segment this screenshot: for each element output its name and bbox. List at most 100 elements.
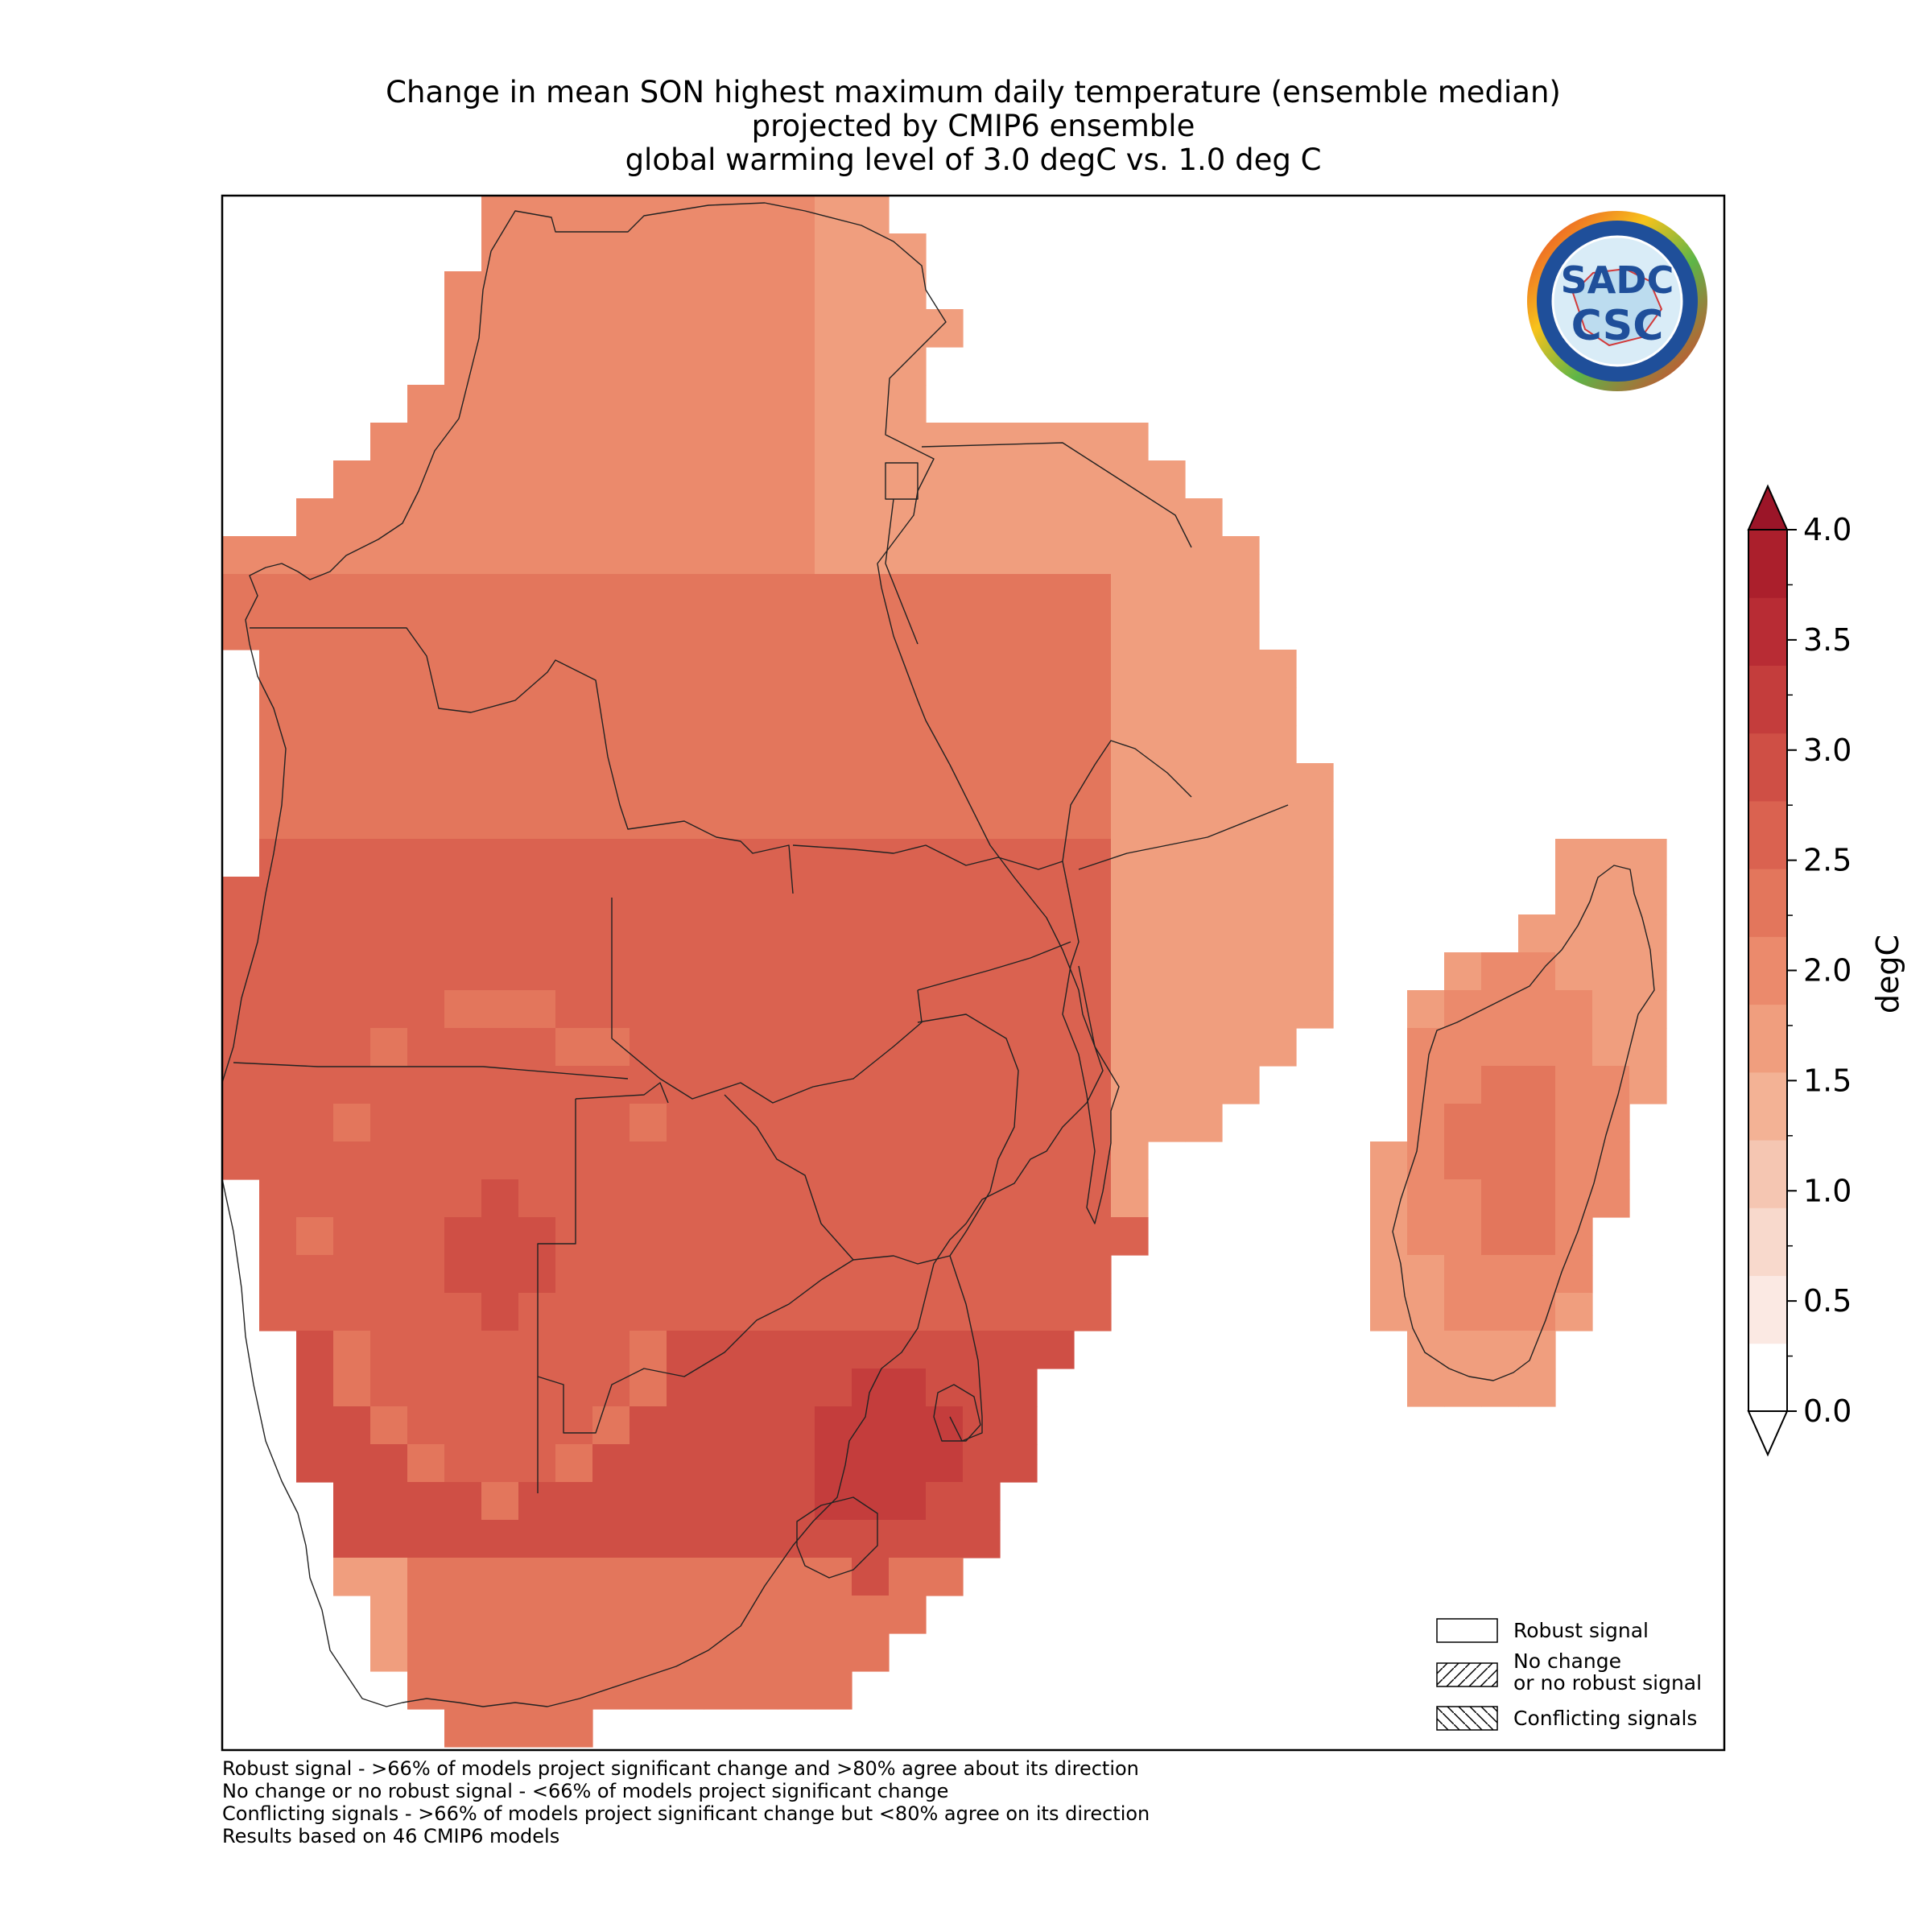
grid-cell [815, 1028, 852, 1067]
grid-cell [296, 574, 334, 613]
grid-cell [333, 801, 371, 840]
grid-cell [444, 1066, 482, 1104]
grid-cell [963, 725, 1001, 764]
grid-cell [926, 1104, 964, 1142]
grid-cell [333, 498, 371, 537]
grid-cell [815, 1596, 852, 1634]
grid-cell [555, 536, 593, 575]
grid-cell [1000, 1331, 1038, 1369]
grid-cell [963, 536, 1001, 575]
grid-cell [667, 1558, 704, 1596]
legend-swatch-no-change [1436, 1662, 1498, 1687]
grid-cell [1000, 801, 1038, 840]
grid-cell [259, 1141, 297, 1180]
grid-cell [518, 1709, 556, 1748]
grid-cell [926, 650, 964, 688]
grid-cell [407, 687, 445, 726]
grid-cell [741, 536, 778, 575]
grid-cell [815, 687, 852, 726]
colorbar-level-1 [1748, 1275, 1787, 1344]
grid-cell [481, 1596, 519, 1634]
temperature-grid [222, 196, 1667, 1748]
grid-cell [1481, 1217, 1519, 1256]
grid-cell [1148, 952, 1186, 991]
grid-cell [1518, 1255, 1556, 1294]
grid-cell [1481, 952, 1519, 991]
grid-cell [926, 423, 964, 461]
grid-cell [481, 914, 519, 953]
grid-cell [778, 1141, 815, 1180]
grid-cell [518, 271, 556, 310]
grid-cell [592, 1331, 630, 1369]
grid-cell [407, 1596, 445, 1634]
grid-cell [333, 1558, 371, 1596]
grid-cell [1592, 1028, 1630, 1067]
grid-cell [222, 574, 260, 613]
grid-cell [815, 1331, 852, 1369]
grid-cell [963, 1028, 1001, 1067]
grid-cell [889, 839, 927, 877]
grid-cell [1481, 1255, 1519, 1294]
grid-cell [370, 1255, 408, 1294]
grid-cell [1629, 952, 1667, 991]
grid-cell [1296, 839, 1334, 877]
grid-cell [630, 990, 667, 1029]
grid-cell [296, 839, 334, 877]
grid-cell [852, 1520, 890, 1558]
grid-cell [481, 460, 519, 499]
grid-cell [815, 763, 852, 802]
grid-cell [1629, 839, 1667, 877]
grid-cell [1407, 1255, 1445, 1294]
grid-cell [815, 1104, 852, 1142]
grid-cell [481, 574, 519, 613]
grid-cell [592, 1255, 630, 1294]
grid-cell [222, 990, 260, 1029]
grid-cell [852, 763, 890, 802]
border-malawi [1062, 861, 1120, 1224]
grid-cell [704, 687, 741, 726]
grid-cell [296, 877, 334, 915]
grid-cell [444, 687, 482, 726]
grid-cell [1037, 574, 1075, 613]
grid-cell [333, 1217, 371, 1256]
grid-cell [926, 687, 964, 726]
grid-cell [1296, 990, 1334, 1029]
grid-cell [741, 498, 778, 537]
grid-cell [741, 763, 778, 802]
grid-cell [444, 1141, 482, 1180]
grid-cell [741, 1104, 778, 1142]
grid-cell [778, 233, 815, 272]
grid-cell [926, 1141, 964, 1180]
grid-cell [741, 1596, 778, 1634]
grid-cell [963, 1217, 1001, 1256]
grid-cell [1481, 1368, 1519, 1407]
grid-cell [778, 877, 815, 915]
grid-cell [1185, 990, 1223, 1029]
grid-cell [1148, 725, 1186, 764]
grid-cell [444, 839, 482, 877]
grid-cell [592, 1482, 630, 1521]
grid-cell [1407, 1141, 1445, 1180]
map-frame [221, 194, 1726, 1752]
grid-cell [704, 1255, 741, 1294]
grid-cell [333, 725, 371, 764]
grid-cell [370, 952, 408, 991]
grid-cell [259, 990, 297, 1029]
colorbar-tick-label-6: 3.0 [1803, 733, 1852, 768]
grid-cell [222, 1141, 260, 1180]
grid-cell [1000, 1179, 1038, 1218]
colorbar-extend-min [1747, 1410, 1789, 1457]
grid-cell [1592, 952, 1630, 991]
grid-cell [481, 498, 519, 537]
grid-cell [1259, 839, 1297, 877]
grid-cell [630, 1368, 667, 1407]
grid-cell [778, 536, 815, 575]
grid-cell [518, 877, 556, 915]
grid-cell [407, 1255, 445, 1294]
grid-cell [1222, 1028, 1260, 1067]
grid-cell [1296, 801, 1334, 840]
grid-cell [667, 347, 704, 386]
grid-cell [1444, 1141, 1482, 1180]
grid-cell [926, 1066, 964, 1104]
grid-cell [1074, 914, 1112, 953]
